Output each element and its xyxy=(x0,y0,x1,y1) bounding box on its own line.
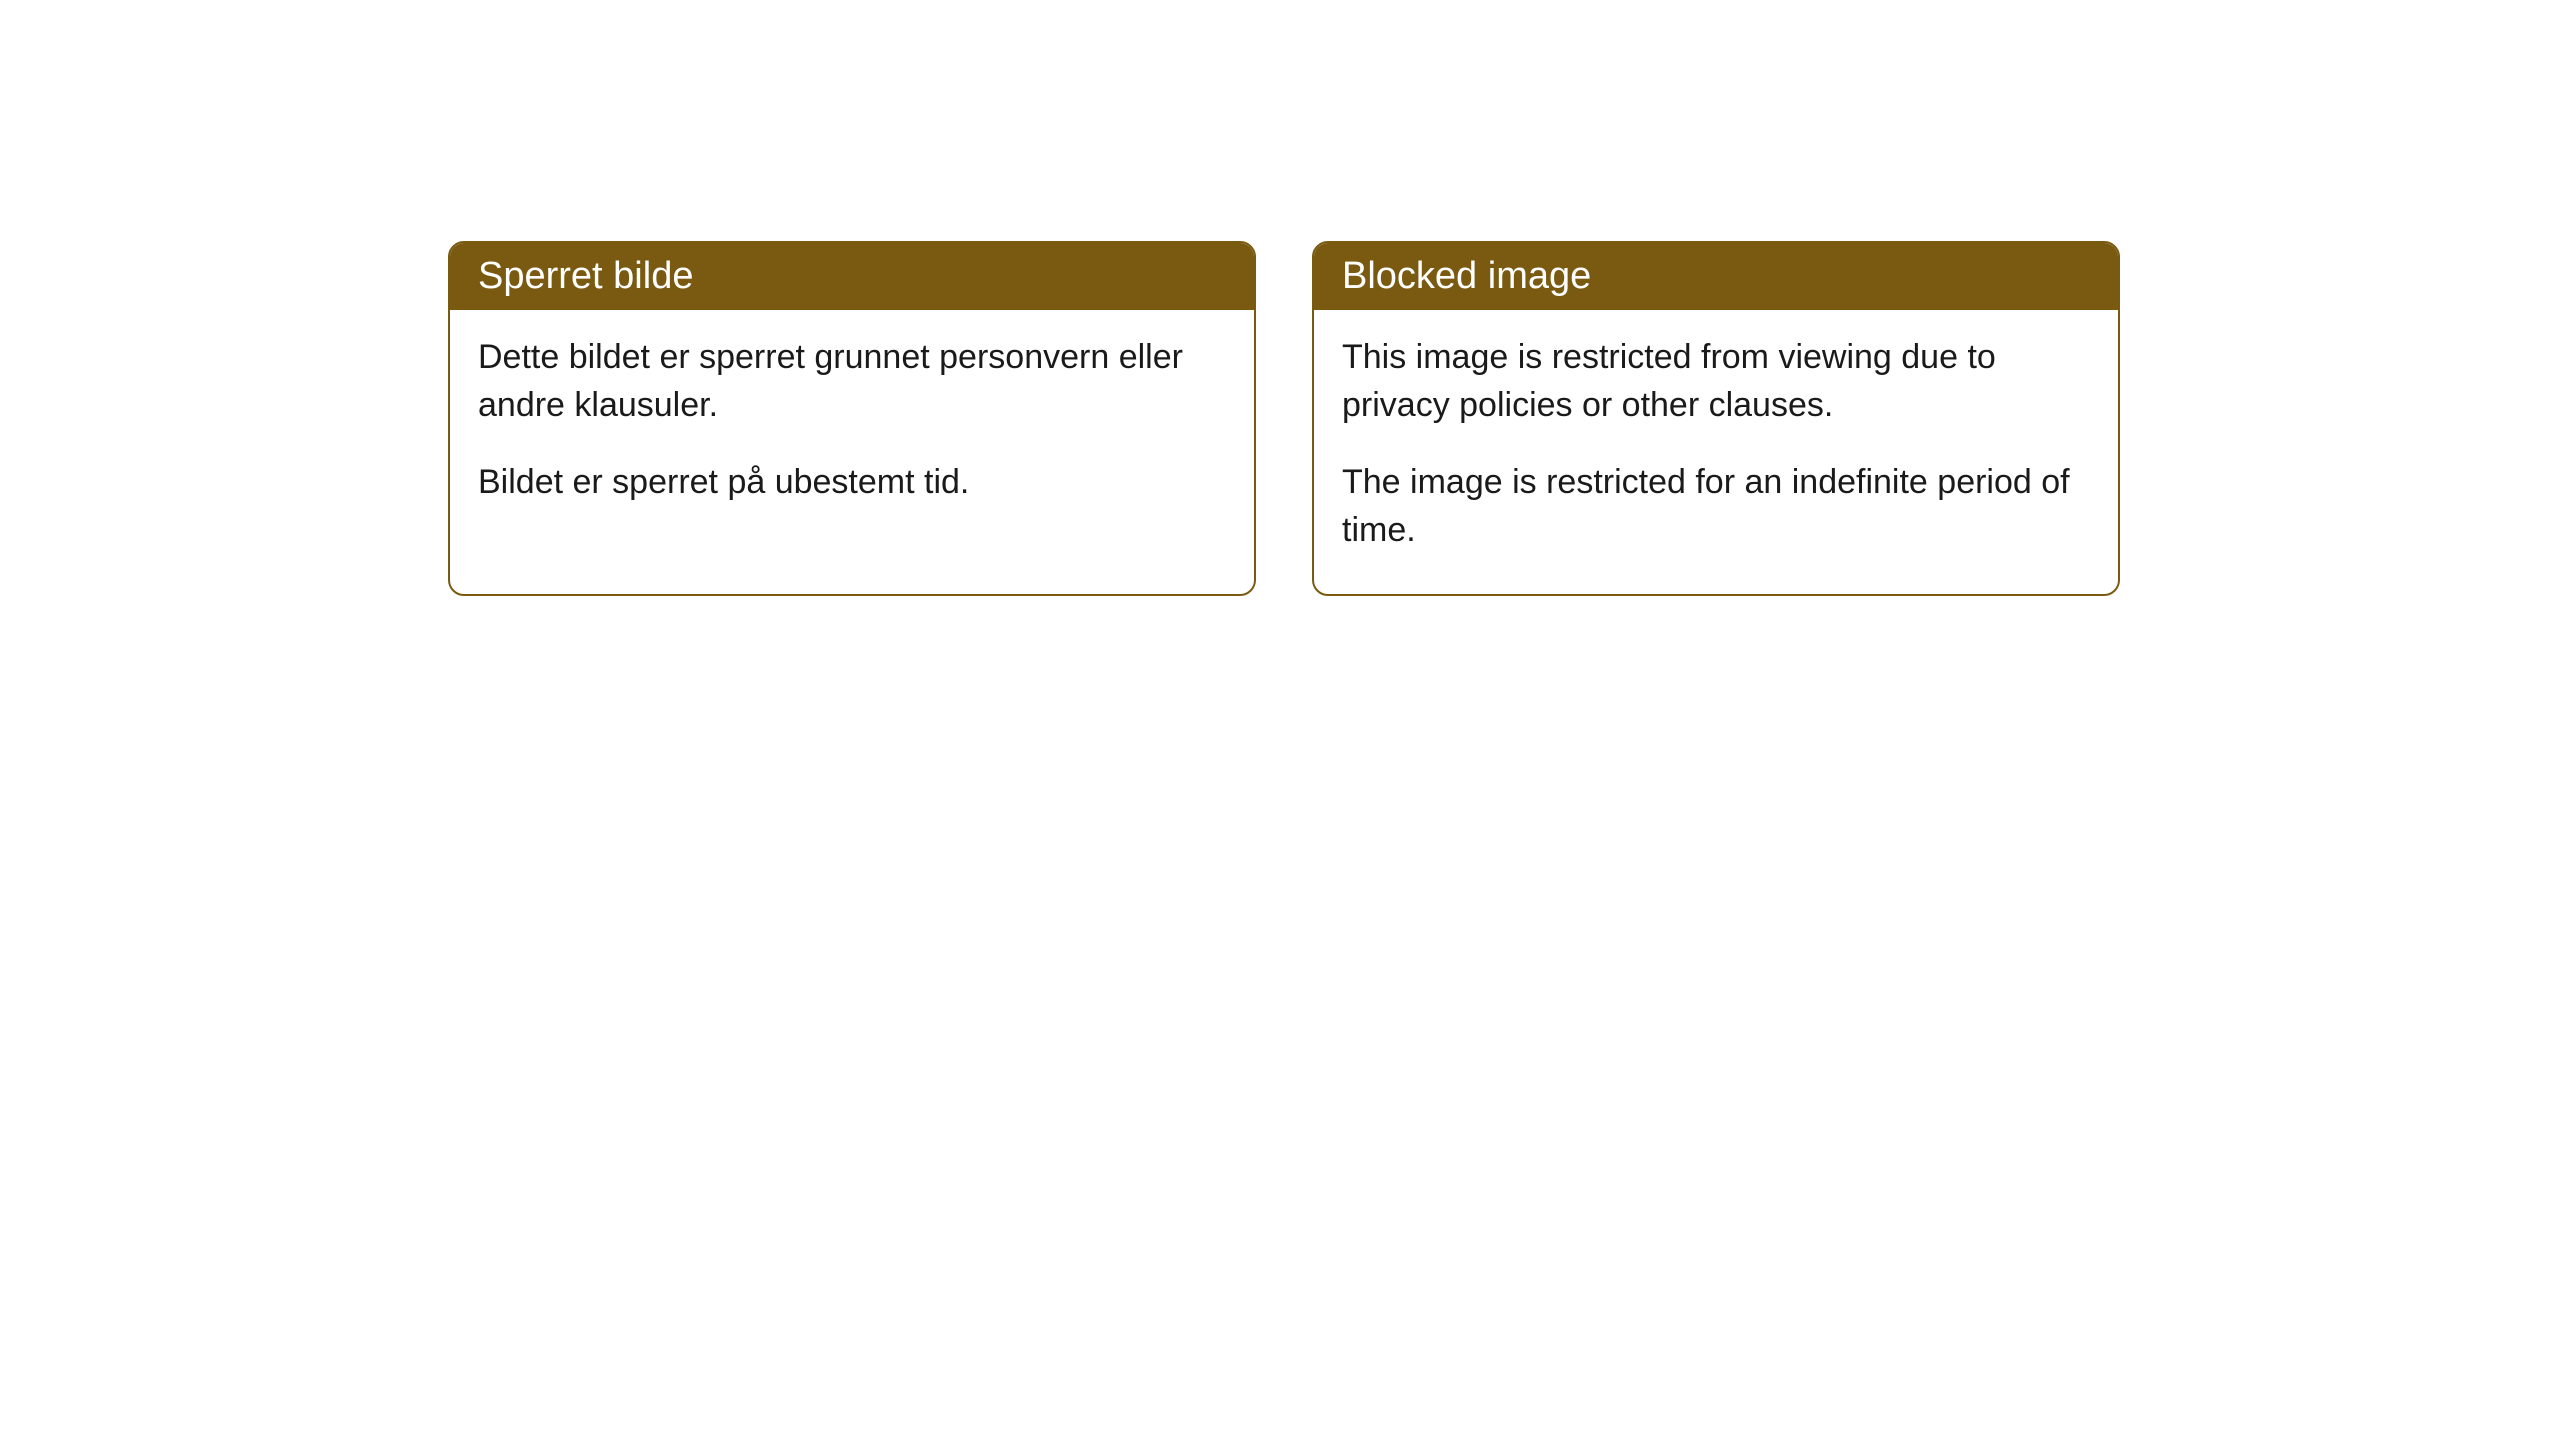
card-paragraph-2-no: Bildet er sperret på ubestemt tid. xyxy=(478,459,1226,507)
blocked-image-card-en: Blocked image This image is restricted f… xyxy=(1312,241,2120,596)
card-body-no: Dette bildet er sperret grunnet personve… xyxy=(450,310,1254,547)
card-header-en: Blocked image xyxy=(1314,243,2118,310)
card-paragraph-2-en: The image is restricted for an indefinit… xyxy=(1342,459,2090,554)
blocked-image-card-no: Sperret bilde Dette bildet er sperret gr… xyxy=(448,241,1256,596)
card-paragraph-1-no: Dette bildet er sperret grunnet personve… xyxy=(478,334,1226,429)
cards-container: Sperret bilde Dette bildet er sperret gr… xyxy=(0,0,2560,596)
card-header-no: Sperret bilde xyxy=(450,243,1254,310)
card-body-en: This image is restricted from viewing du… xyxy=(1314,310,2118,594)
card-paragraph-1-en: This image is restricted from viewing du… xyxy=(1342,334,2090,429)
